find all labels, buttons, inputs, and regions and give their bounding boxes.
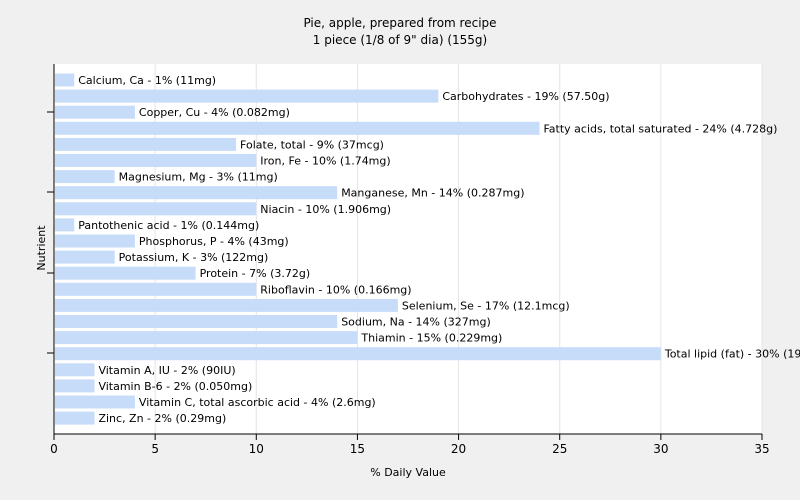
bar-1 (55, 89, 439, 103)
bar-label-7: Manganese, Mn - 14% (0.287mg) (341, 187, 524, 200)
bar-3 (55, 121, 540, 135)
bar-label-14: Selenium, Se - 17% (12.1mcg) (402, 299, 570, 312)
bar-label-16: Thiamin - 15% (0.229mg) (360, 332, 502, 345)
bar-label-13: Riboflavin - 10% (0.166mg) (260, 283, 411, 296)
bar-0 (55, 73, 75, 87)
x-tick-label-5: 25 (552, 442, 567, 456)
bar-6 (55, 170, 115, 184)
x-axis-label: % Daily Value (370, 466, 446, 479)
bar-9 (55, 218, 75, 232)
bar-label-10: Phosphorus, P - 4% (43mg) (139, 235, 289, 248)
bar-label-5: Iron, Fe - 10% (1.74mg) (260, 155, 390, 168)
bar-2 (55, 105, 135, 119)
bar-8 (55, 202, 257, 216)
bar-label-9: Pantothenic acid - 1% (0.144mg) (78, 219, 259, 232)
y-axis-label: Nutrient (35, 225, 48, 271)
x-tick-label-2: 10 (249, 442, 264, 456)
bar-13 (55, 282, 257, 296)
bar-label-15: Sodium, Na - 14% (327mg) (341, 316, 491, 329)
bar-10 (55, 234, 135, 248)
bar-label-3: Fatty acids, total saturated - 24% (4.72… (543, 122, 777, 135)
bar-20 (55, 395, 135, 409)
bar-18 (55, 363, 95, 377)
bar-label-19: Vitamin B-6 - 2% (0.050mg) (98, 380, 252, 393)
bar-label-8: Niacin - 10% (1.906mg) (260, 203, 391, 216)
chart-subtitle: 1 piece (1/8 of 9" dia) (155g) (313, 33, 487, 47)
bar-11 (55, 250, 115, 264)
x-tick-label-3: 15 (350, 442, 365, 456)
bar-label-11: Potassium, K - 3% (122mg) (119, 251, 269, 264)
bar-label-20: Vitamin C, total ascorbic acid - 4% (2.6… (139, 396, 376, 409)
x-tick-label-1: 5 (151, 442, 159, 456)
bar-5 (55, 154, 257, 167)
bar-label-17: Total lipid (fat) - 30% (19.38g) (664, 348, 800, 361)
bar-16 (55, 331, 358, 345)
bar-4 (55, 137, 237, 151)
bar-label-12: Protein - 7% (3.72g) (200, 267, 311, 280)
bar-12 (55, 266, 196, 280)
axes: 0 5 10 15 20 25 30 35 (47, 64, 770, 456)
bars: Calcium, Ca - 1% (11mg) Carbohydrates - 1… (55, 73, 800, 425)
chart-title: Pie, apple, prepared from recipe (303, 16, 496, 30)
bar-label-21: Zinc, Zn - 2% (0.29mg) (98, 412, 226, 425)
bar-7 (55, 186, 338, 200)
plot-area (54, 64, 762, 434)
bar-17 (55, 347, 661, 361)
x-tick-label-4: 20 (451, 442, 466, 456)
bar-label-18: Vitamin A, IU - 2% (90IU) (98, 364, 235, 377)
x-tick-label-0: 0 (50, 442, 58, 456)
x-tick-label-7: 35 (754, 442, 769, 456)
bar-label-4: Folate, total - 9% (37mcg) (240, 138, 384, 151)
bar-14 (55, 298, 398, 312)
bar-label-6: Magnesium, Mg - 3% (11mg) (119, 171, 278, 184)
bar-label-0: Calcium, Ca - 1% (11mg) (78, 74, 216, 87)
bar-label-1: Carbohydrates - 19% (57.50g) (442, 90, 609, 103)
gridlines (54, 64, 763, 434)
bar-19 (55, 379, 95, 393)
x-tick-label-6: 30 (653, 442, 668, 456)
bar-15 (55, 315, 338, 328)
bar-21 (55, 411, 95, 425)
bar-label-2: Copper, Cu - 4% (0.082mg) (139, 106, 290, 119)
